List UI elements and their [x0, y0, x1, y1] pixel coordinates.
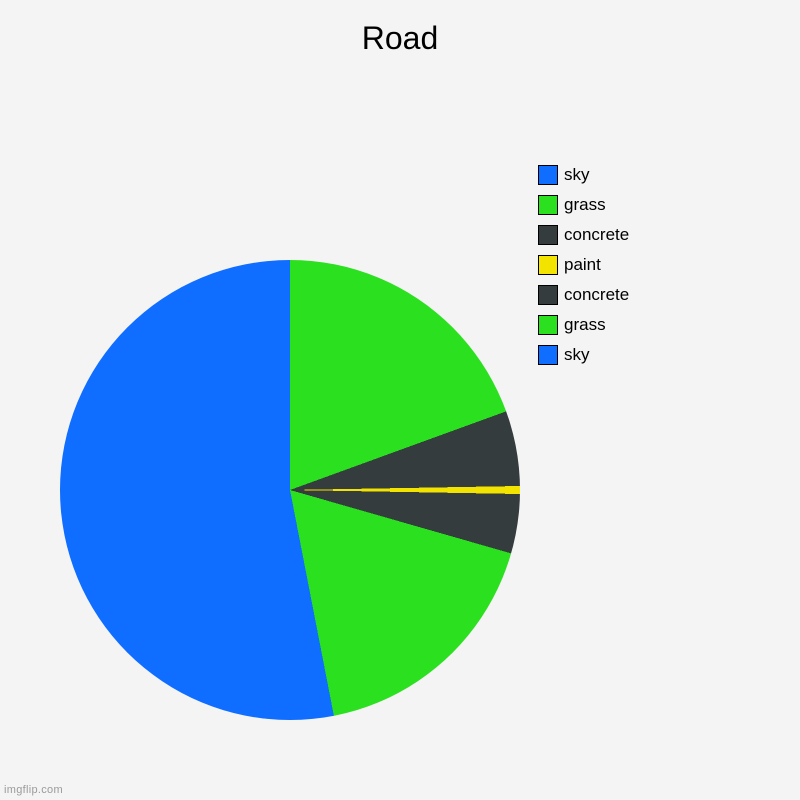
pie-chart-container	[60, 260, 520, 720]
legend-swatch	[538, 225, 558, 245]
legend-label: paint	[564, 255, 601, 275]
legend-label: concrete	[564, 225, 629, 245]
legend: sky grass concrete paint concrete grass sky	[538, 160, 629, 370]
legend-item: concrete	[538, 220, 629, 250]
legend-swatch	[538, 315, 558, 335]
legend-item: sky	[538, 340, 629, 370]
legend-swatch	[538, 165, 558, 185]
legend-label: concrete	[564, 285, 629, 305]
watermark: imgflip.com	[4, 784, 63, 796]
legend-item: sky	[538, 160, 629, 190]
legend-label: sky	[564, 345, 590, 365]
legend-label: sky	[564, 165, 590, 185]
pie-chart	[60, 260, 520, 720]
legend-label: grass	[564, 195, 606, 215]
legend-label: grass	[564, 315, 606, 335]
legend-item: grass	[538, 190, 629, 220]
legend-swatch	[538, 345, 558, 365]
legend-item: concrete	[538, 280, 629, 310]
chart-title: Road	[0, 20, 800, 57]
legend-swatch	[538, 255, 558, 275]
legend-item: grass	[538, 310, 629, 340]
page: Road skygrassconcretepaintconcretegrasss…	[0, 0, 800, 800]
legend-swatch	[538, 285, 558, 305]
legend-item: paint	[538, 250, 629, 280]
legend-swatch	[538, 195, 558, 215]
